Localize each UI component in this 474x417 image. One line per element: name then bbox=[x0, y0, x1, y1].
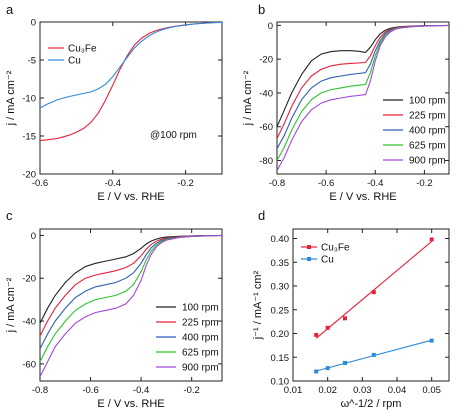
fit-line-0 bbox=[315, 241, 433, 339]
y-tick-label: 0.20 bbox=[271, 329, 290, 340]
y-tick-label: 0 bbox=[268, 21, 273, 32]
y-axis-title: j / mA cm⁻² bbox=[242, 70, 254, 126]
y-axis-title: j / mA cm⁻² bbox=[5, 277, 17, 333]
x-tick-label: -0.6 bbox=[82, 385, 98, 396]
legend-label: 100 rpm bbox=[409, 96, 446, 107]
y-tick-label: 0.25 bbox=[271, 305, 290, 316]
legend-label: 625 rpm bbox=[409, 141, 446, 152]
x-tick-label: -0.8 bbox=[32, 385, 48, 396]
plot-frame bbox=[292, 228, 450, 382]
legend-label: 900 rpm bbox=[409, 156, 446, 167]
legend: 100 rpm 225 rpm 400 rpm 625 rpm 900 rpm bbox=[156, 303, 219, 374]
panel-c: c -0.8 -0.6 -0.4 -0.2 -60 -40 -20 0 E / V vs. RHE… bbox=[5, 208, 223, 410]
y-tick-label: 0.30 bbox=[271, 282, 290, 293]
series-group bbox=[314, 237, 434, 374]
legend-label: 100 rpm bbox=[182, 303, 219, 314]
data-point-1 bbox=[429, 338, 434, 343]
data-point-1 bbox=[343, 360, 347, 365]
x-tick-label: -0.2 bbox=[177, 178, 193, 189]
legend-label: 400 rpm bbox=[182, 333, 219, 344]
x-tick-label: 0.04 bbox=[388, 385, 407, 396]
x-axis-title: E / V vs. RHE bbox=[329, 191, 396, 203]
data-point-0 bbox=[343, 316, 347, 321]
legend-label: Cu₃Fe bbox=[68, 44, 97, 55]
y-tick-label: -40 bbox=[22, 317, 36, 328]
x-tick-label: -0.4 bbox=[367, 178, 383, 189]
y-tick-label: -5 bbox=[28, 56, 36, 67]
y-tick-label: -10 bbox=[22, 94, 36, 105]
x-axis-title: E / V vs. RHE bbox=[97, 398, 164, 410]
series-group bbox=[277, 24, 449, 171]
data-point-0 bbox=[371, 290, 376, 295]
panel-b: b -0.8 -0.6 -0.4 -0.2 -80 -60 -40 -20 0 E / V vs. … bbox=[242, 2, 450, 203]
y-tick-label: 0 bbox=[31, 231, 36, 242]
x-tick-label: -0.6 bbox=[318, 178, 334, 189]
legend: 100 rpm 225 rpm 400 rpm 625 rpm 900 rpm bbox=[383, 96, 446, 167]
legend-label: Cu bbox=[68, 56, 81, 67]
legend-label: 225 rpm bbox=[409, 111, 446, 122]
plot-frame bbox=[39, 228, 223, 382]
x-axis-title: ω^-1/2 / rpm bbox=[341, 398, 402, 410]
legend-marker bbox=[307, 245, 311, 249]
y-tick-label: -40 bbox=[259, 88, 273, 99]
panel-a: a -0.6 -0.4 -0.2 -20 -15 -10 -5 0 E / V vs. RHE j … bbox=[5, 2, 223, 203]
series-group bbox=[40, 234, 222, 377]
panel-letter: d bbox=[258, 208, 265, 223]
x-axis-title: E / V vs. RHE bbox=[97, 191, 164, 203]
y-tick-label: -15 bbox=[22, 132, 36, 143]
y-tick-label: 0 bbox=[31, 18, 36, 29]
series-group bbox=[40, 22, 222, 142]
x-tick-label: -0.8 bbox=[269, 178, 285, 189]
legend-label: 400 rpm bbox=[409, 126, 446, 137]
panel-d: d 0.01 0.02 0.03 0.04 0.05 0.10 0.15 0.20 0.25 0.3… bbox=[252, 208, 450, 410]
series-line-0 bbox=[40, 22, 222, 142]
panel-letter: b bbox=[258, 2, 265, 17]
legend-marker bbox=[307, 257, 311, 261]
x-tick-label: -0.6 bbox=[32, 178, 48, 189]
x-tick-label: -0.4 bbox=[133, 385, 149, 396]
y-tick-label: -20 bbox=[259, 55, 273, 66]
data-point-1 bbox=[325, 366, 330, 371]
data-point-0 bbox=[325, 325, 330, 330]
y-tick-label: -80 bbox=[259, 156, 273, 167]
series-line-1 bbox=[40, 22, 222, 109]
legend-label: 225 rpm bbox=[182, 318, 219, 329]
x-tick-label: -0.4 bbox=[105, 178, 121, 189]
panel-letter: c bbox=[6, 208, 13, 223]
y-tick-label: -60 bbox=[259, 122, 273, 133]
y-tick-label: 0.35 bbox=[271, 258, 290, 269]
y-axis-title: j⁻¹ / mA⁻¹ cm² bbox=[252, 270, 264, 340]
data-point-0 bbox=[429, 237, 434, 242]
x-tick-label: 0.05 bbox=[422, 385, 441, 396]
annotation-text: @100 rpm bbox=[150, 130, 197, 141]
x-tick-label: 0.01 bbox=[284, 385, 303, 396]
x-tick-label: 0.03 bbox=[353, 385, 372, 396]
data-point-0 bbox=[314, 332, 319, 337]
legend-label: Cu bbox=[321, 255, 334, 266]
plot-frame bbox=[276, 21, 450, 175]
y-tick-label: 0.10 bbox=[271, 377, 290, 388]
y-tick-label: 0.40 bbox=[271, 234, 290, 245]
series-line-1 bbox=[277, 24, 449, 139]
y-tick-label: -20 bbox=[22, 170, 36, 181]
x-tick-label: -0.2 bbox=[183, 385, 199, 396]
data-point-1 bbox=[371, 352, 376, 357]
legend-label: 900 rpm bbox=[182, 363, 219, 374]
data-point-1 bbox=[314, 369, 319, 374]
y-tick-label: -60 bbox=[22, 359, 36, 370]
series-line-4 bbox=[277, 24, 449, 171]
legend-label: 625 rpm bbox=[182, 348, 219, 359]
legend-label: Cu₃Fe bbox=[321, 243, 350, 254]
x-tick-label: 0.02 bbox=[318, 385, 337, 396]
y-tick-label: 0.15 bbox=[271, 353, 290, 364]
panel-letter: a bbox=[6, 2, 14, 17]
y-tick-label: -20 bbox=[22, 274, 36, 285]
x-tick-label: -0.2 bbox=[416, 178, 432, 189]
series-line-4 bbox=[40, 234, 222, 377]
y-axis-title: j / mA cm⁻² bbox=[5, 70, 17, 126]
